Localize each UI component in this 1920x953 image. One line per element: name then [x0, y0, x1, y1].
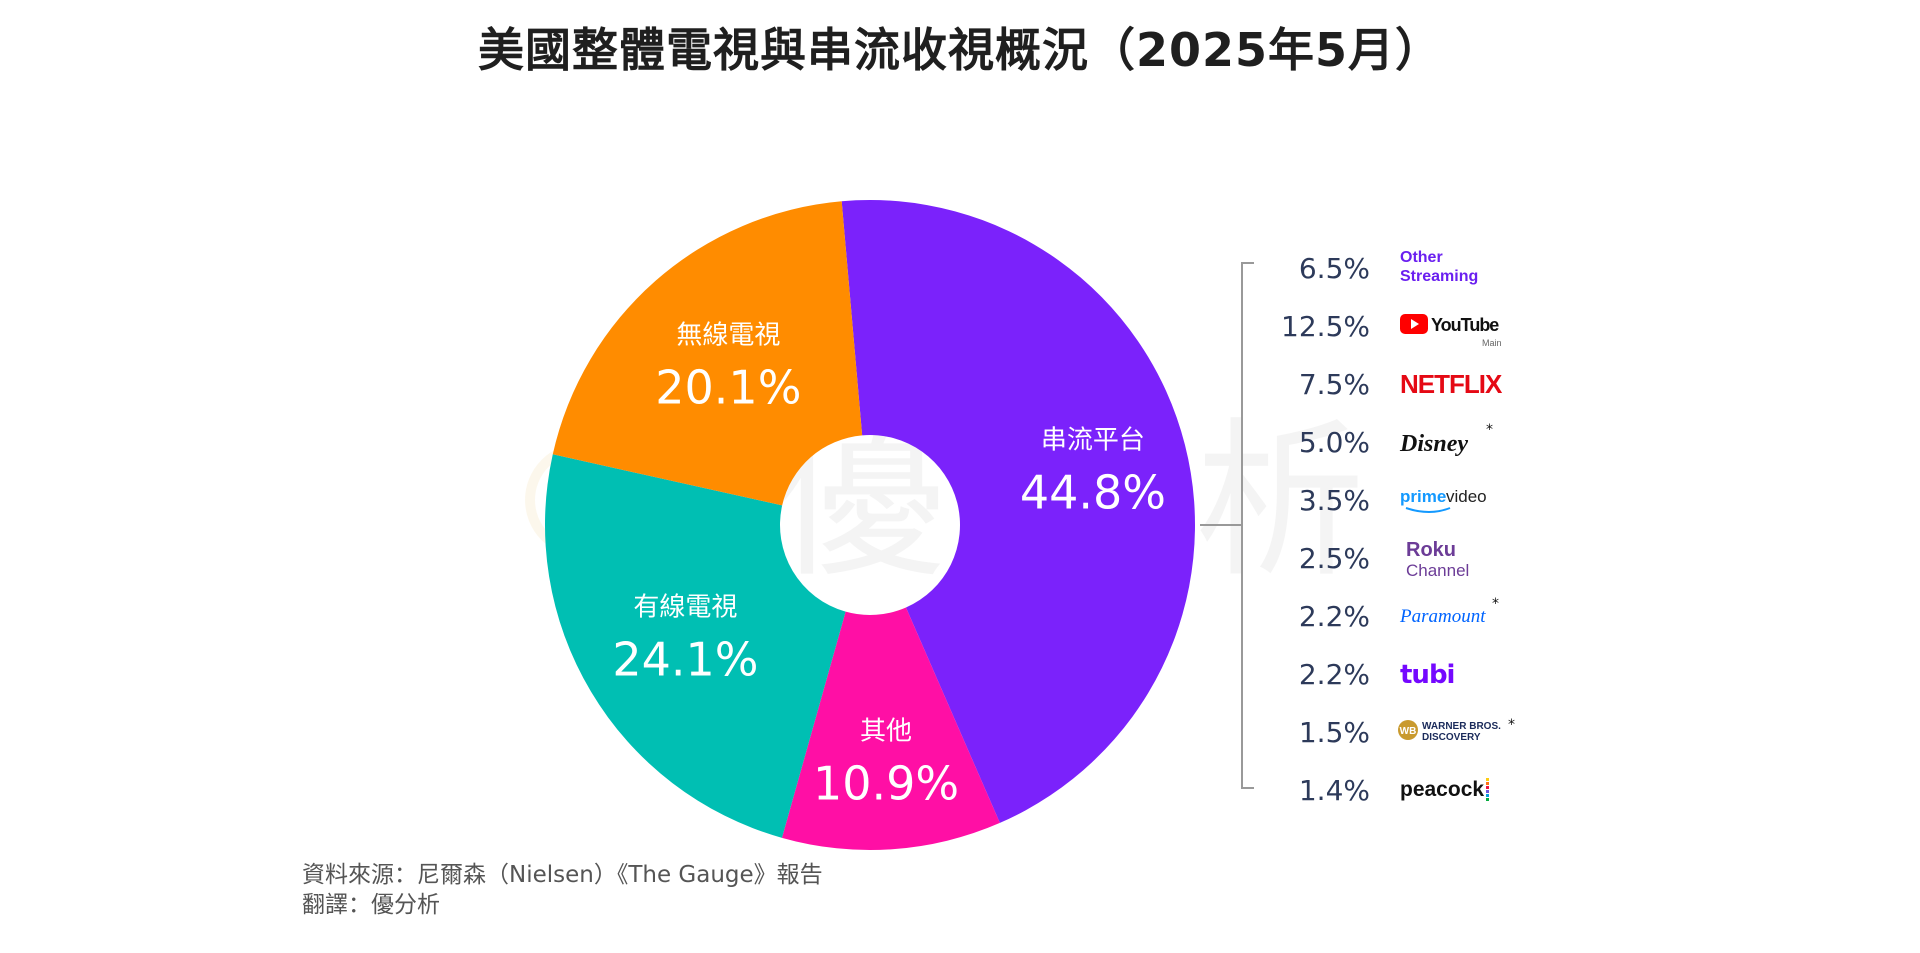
breakdown-row: 1.4% peacock: [1299, 774, 1489, 807]
svg-text:Streaming: Streaming: [1400, 268, 1478, 285]
breakdown-row: 2.2% Paramount *: [1299, 596, 1499, 633]
breakdown-row: 6.5% Other Streaming: [1299, 249, 1478, 285]
svg-text:WB: WB: [1400, 726, 1417, 737]
segment-broadcast: [552, 201, 863, 506]
segment-value-streaming: 44.8%: [1020, 465, 1166, 519]
breakdown-value: 3.5%: [1299, 484, 1370, 517]
svg-text:peacock: peacock: [1400, 778, 1484, 801]
breakdown-row: 2.2% tubi: [1299, 658, 1456, 691]
other-streaming-logo: Other Streaming: [1400, 249, 1478, 285]
segment-other: [781, 607, 1000, 851]
segment-label-streaming: 串流平台: [1041, 425, 1145, 455]
breakdown-value: 2.2%: [1299, 600, 1370, 633]
translator-line: 翻譯：優分析: [302, 892, 440, 918]
breakdown-value: 1.4%: [1299, 774, 1370, 807]
breakdown-row: 5.0% Disney *: [1299, 422, 1493, 459]
segment-value-broadcast: 20.1%: [655, 360, 801, 414]
chart-title: 美國整體電視與串流收視概況（2025年5月）: [477, 23, 1443, 77]
segment-streaming: [841, 200, 1196, 823]
segment-label-broadcast: 無線電視: [676, 320, 780, 350]
warner-bros-discovery-logo: WB WARNER BROS.DISCOVERY *: [1398, 717, 1515, 743]
segment-label-cable: 有線電視: [633, 592, 737, 622]
breakdown-row: 3.5% prime video: [1299, 484, 1487, 517]
svg-text:*: *: [1486, 422, 1493, 438]
prime-video-logo: prime video: [1400, 487, 1487, 513]
svg-text:Other: Other: [1400, 249, 1443, 266]
source-note: 資料來源：尼爾森（Nielsen）《The Gauge》報告 翻譯：優分析: [302, 860, 823, 920]
svg-text:NETFLIX: NETFLIX: [1400, 369, 1503, 399]
breakdown-row: 12.5% YouTube Main: [1281, 310, 1501, 348]
breakdown-value: 2.2%: [1299, 658, 1370, 691]
youtube-logo: YouTube Main: [1400, 314, 1502, 348]
segment-cable: [545, 454, 846, 838]
breakdown-value: 2.5%: [1299, 542, 1370, 575]
svg-text:*: *: [1508, 717, 1515, 733]
breakdown-value: 6.5%: [1299, 252, 1370, 285]
netflix-logo: NETFLIX: [1400, 369, 1504, 399]
svg-text:*: *: [1492, 596, 1499, 612]
breakdown-value: 12.5%: [1281, 310, 1370, 343]
svg-text:Channel: Channel: [1406, 561, 1469, 580]
svg-text:Main: Main: [1482, 338, 1502, 348]
breakdown-value: 1.5%: [1299, 716, 1370, 749]
breakdown-value: 7.5%: [1299, 368, 1370, 401]
breakdown-bracket: [1200, 262, 1254, 789]
breakdown-value: 5.0%: [1299, 426, 1370, 459]
svg-text:WARNER BROS.: WARNER BROS.: [1422, 721, 1501, 732]
breakdown-row: 1.5% WB WARNER BROS.DISCOVERY *: [1299, 716, 1515, 749]
segment-value-other: 10.9%: [813, 756, 959, 810]
tubi-logo: tubi: [1400, 660, 1455, 690]
segment-value-cable: 24.1%: [612, 632, 758, 686]
svg-text:Disney: Disney: [1399, 431, 1468, 457]
svg-text:YouTube: YouTube: [1431, 315, 1499, 335]
paramount-logo: Paramount *: [1399, 596, 1499, 627]
disney-logo: Disney *: [1399, 422, 1493, 457]
segment-label-other: 其他: [860, 716, 912, 746]
svg-text:video: video: [1446, 487, 1487, 506]
svg-text:tubi: tubi: [1400, 660, 1454, 690]
svg-text:prime: prime: [1400, 487, 1446, 506]
breakdown-row: 7.5% NETFLIX: [1299, 368, 1504, 401]
peacock-logo: peacock: [1400, 778, 1489, 801]
svg-text:Roku: Roku: [1406, 539, 1456, 561]
source-line: 資料來源：尼爾森（Nielsen）《The Gauge》報告: [302, 862, 823, 888]
svg-text:Paramount: Paramount: [1399, 606, 1486, 627]
svg-text:DISCOVERY: DISCOVERY: [1422, 732, 1481, 743]
